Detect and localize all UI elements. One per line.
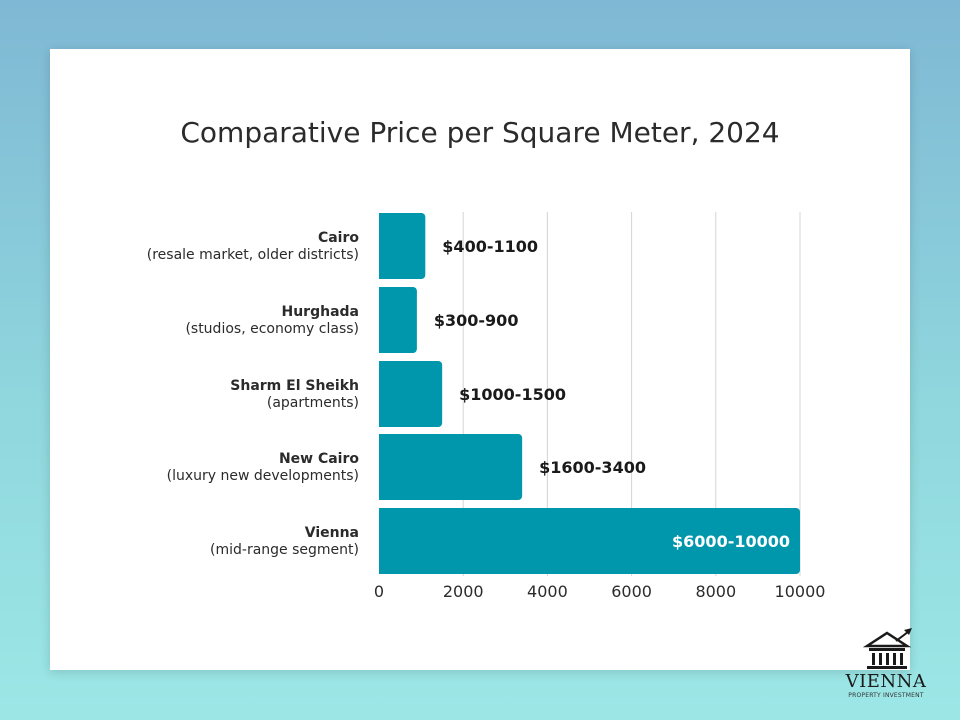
bar-edge: [379, 213, 385, 279]
chart-title: Comparative Price per Square Meter, 2024: [180, 116, 780, 149]
category-name: Cairo: [318, 230, 359, 246]
category-detail: (resale market, older districts): [147, 247, 359, 263]
bar: [379, 213, 426, 279]
logo-subtitle: PROPERTY INVESTMENT: [848, 692, 924, 699]
x-tick-label: 10000: [775, 582, 826, 601]
category-name: Hurghada: [282, 304, 360, 320]
brand-logo: VIENNA PROPERTY INVESTMENT: [838, 625, 934, 705]
bar-edge: [379, 361, 385, 427]
x-tick-label: 4000: [527, 582, 568, 601]
category-detail: (luxury new developments): [167, 468, 359, 484]
category-name: Sharm El Sheikh: [230, 378, 359, 394]
x-tick-label: 8000: [695, 582, 736, 601]
data-label: $400-1100: [442, 237, 538, 256]
category-detail: (studios, economy class): [185, 321, 359, 337]
bar-edge: [379, 287, 385, 353]
category-name: Vienna: [305, 525, 359, 541]
category-detail: (mid-range segment): [210, 542, 359, 558]
data-label: $300-900: [434, 311, 519, 330]
data-label: $6000-10000: [672, 532, 790, 551]
bar: [379, 508, 800, 574]
logo-name: VIENNA: [845, 671, 927, 692]
data-label: $1600-3400: [539, 458, 646, 477]
data-label: $1000-1500: [459, 385, 566, 404]
bar-edge: [379, 508, 385, 574]
bar-edge: [379, 434, 385, 500]
bar: [379, 361, 443, 427]
x-tick-label: 0: [374, 582, 384, 601]
category-detail: (apartments): [267, 395, 359, 411]
bar: [379, 434, 523, 500]
x-tick-label: 6000: [611, 582, 652, 601]
category-name: New Cairo: [279, 451, 359, 467]
x-tick-label: 2000: [443, 582, 484, 601]
bar: [379, 287, 417, 353]
building-icon: [862, 628, 912, 669]
